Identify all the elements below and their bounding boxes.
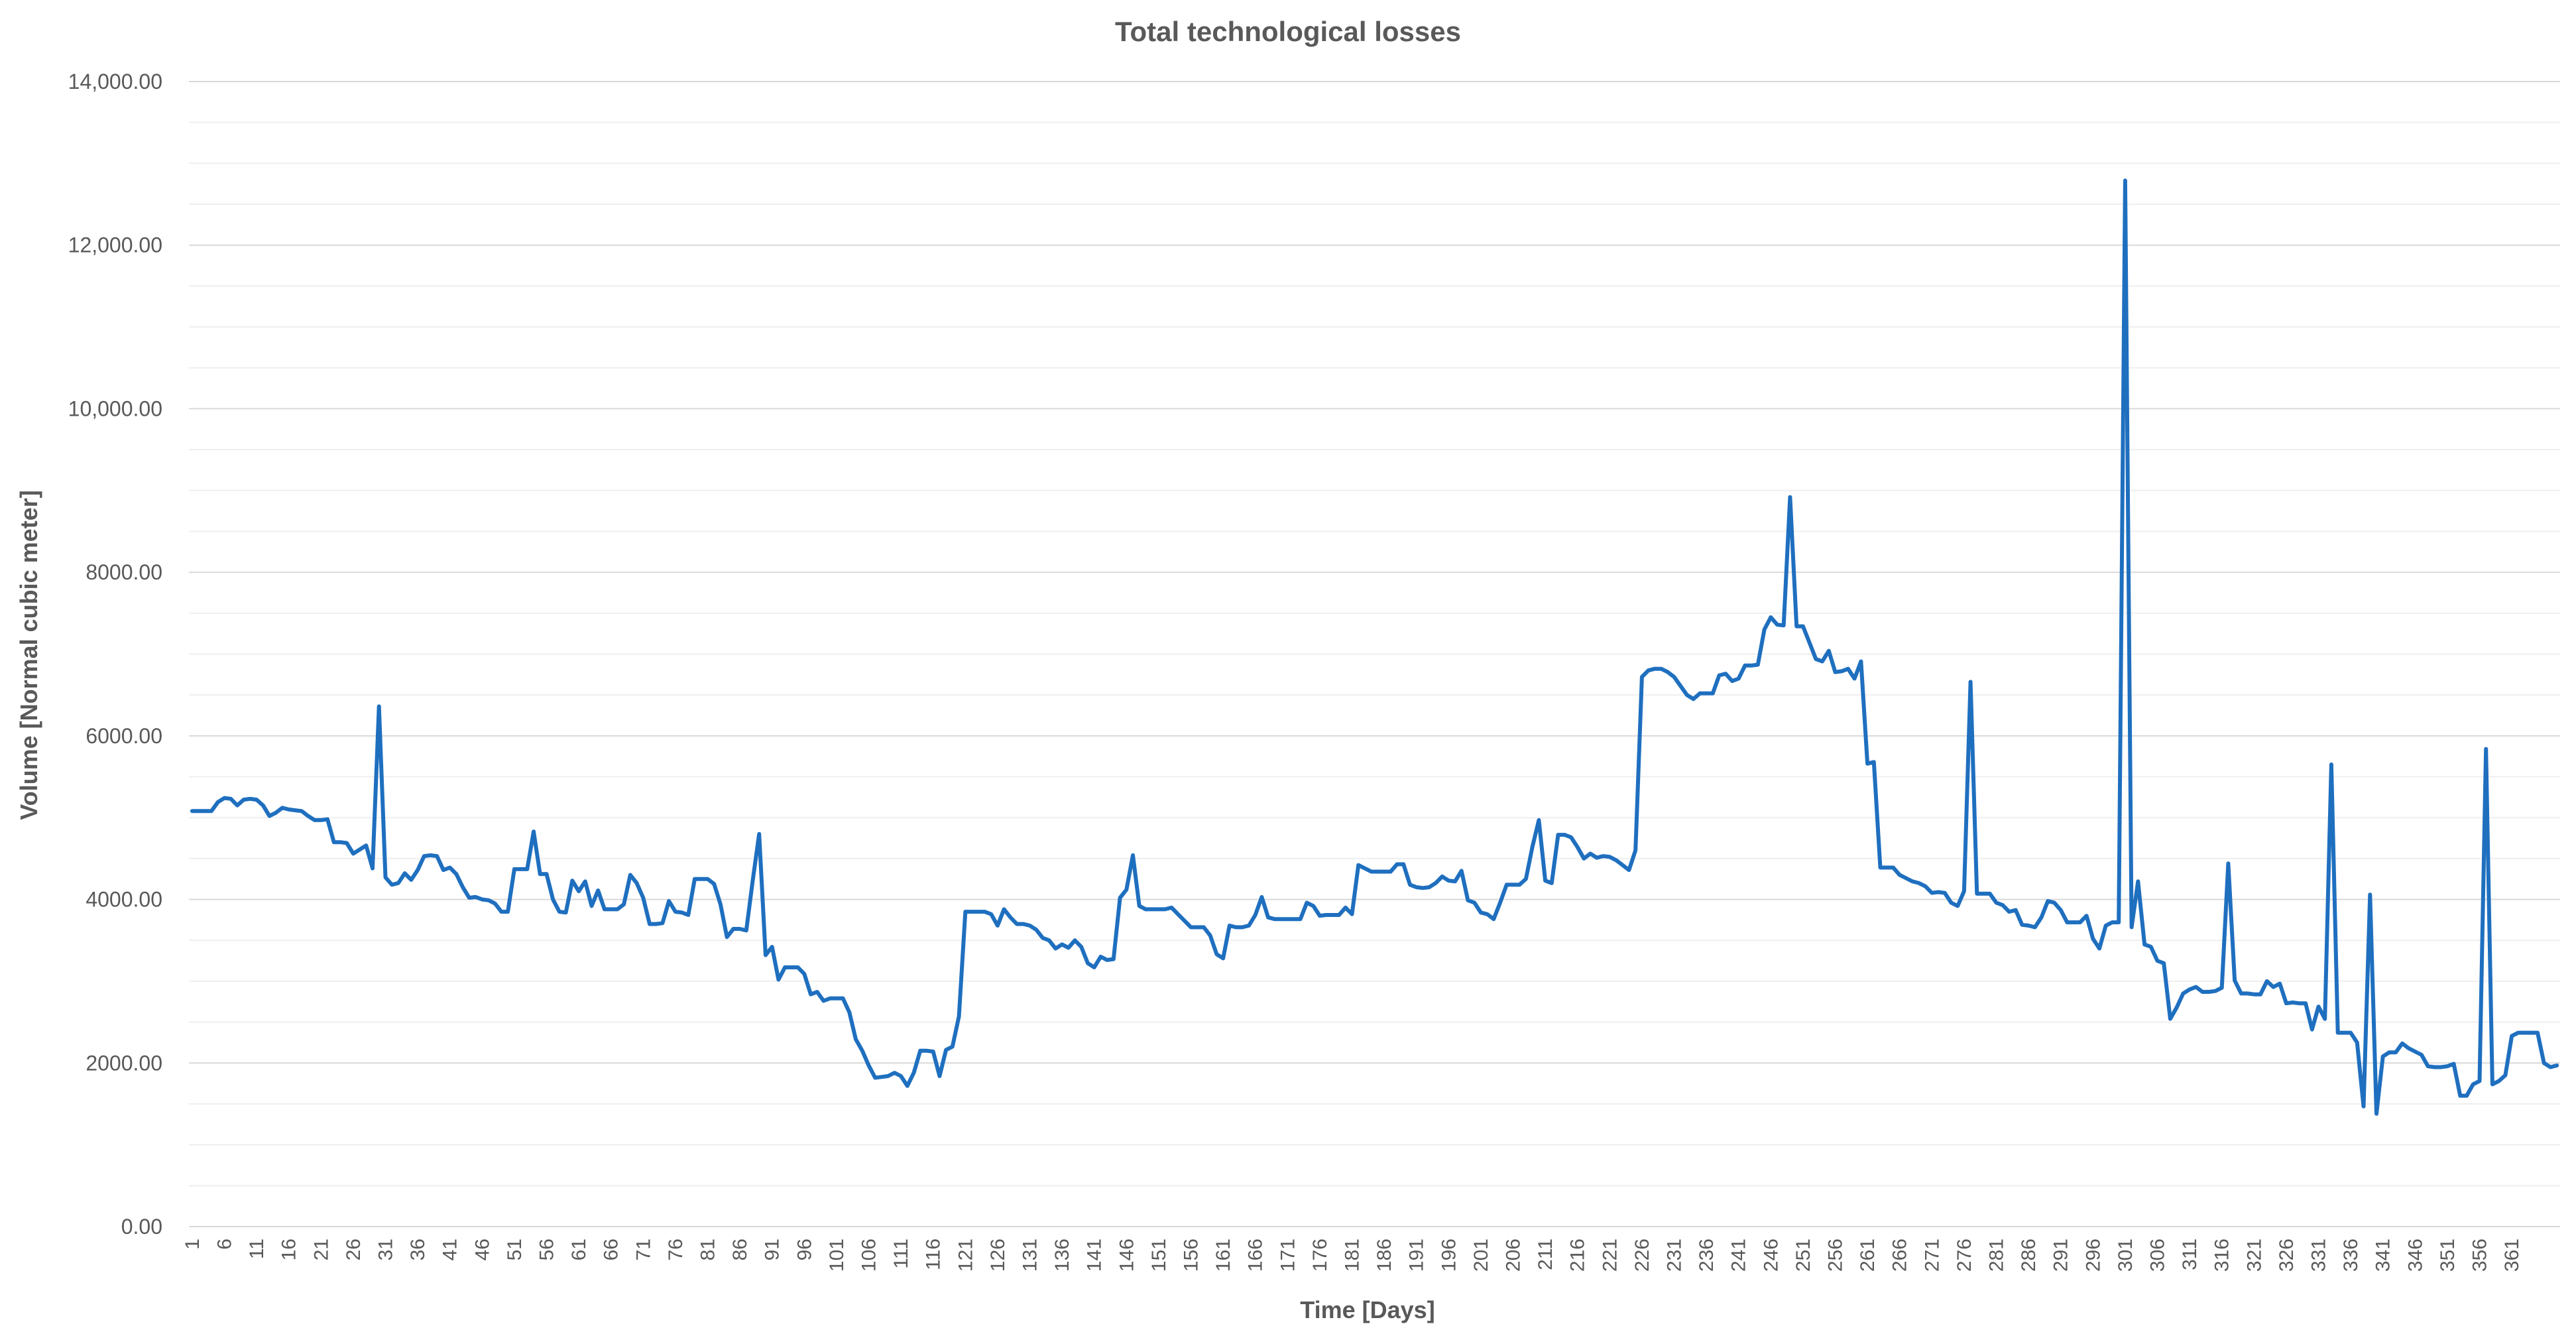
x-tick-label: 116 [923, 1239, 945, 1270]
x-tick-label: 271 [1921, 1239, 1943, 1272]
x-tick-label: 301 [2115, 1239, 2137, 1272]
y-tick-label: 14,000.00 [68, 70, 162, 93]
x-tick-label: 136 [1051, 1239, 1073, 1272]
x-tick-label: 21 [310, 1239, 332, 1260]
x-tick-label: 196 [1438, 1239, 1460, 1272]
x-tick-label: 181 [1341, 1239, 1363, 1272]
x-tick-label: 86 [729, 1239, 751, 1260]
x-tick-label: 141 [1084, 1239, 1106, 1272]
x-tick-label: 96 [793, 1239, 815, 1260]
x-tick-label: 326 [2276, 1239, 2298, 1272]
x-tick-label: 66 [601, 1239, 622, 1260]
x-tick-label: 131 [1019, 1239, 1041, 1272]
x-tick-label: 211 [1535, 1239, 1556, 1270]
x-tick-label: 341 [2372, 1239, 2394, 1272]
y-tick-label: 12,000.00 [68, 233, 162, 257]
x-tick-label: 241 [1728, 1239, 1750, 1272]
x-tick-label: 1 [182, 1239, 204, 1250]
x-tick-label: 316 [2211, 1239, 2233, 1272]
x-tick-label: 336 [2340, 1239, 2362, 1272]
y-axis-title: Volume [Normal cubic meter] [15, 490, 42, 819]
x-tick-label: 226 [1631, 1239, 1653, 1272]
x-tick-label: 311 [2179, 1239, 2201, 1270]
x-tick-label: 176 [1309, 1239, 1331, 1272]
x-tick-label: 251 [1792, 1239, 1814, 1272]
x-tick-label: 16 [278, 1239, 300, 1260]
x-tick-label: 121 [955, 1239, 976, 1272]
x-tick-label: 76 [665, 1239, 687, 1260]
x-tick-label: 321 [2243, 1239, 2265, 1272]
x-tick-label: 216 [1567, 1239, 1589, 1272]
x-tick-label: 351 [2437, 1239, 2459, 1272]
x-tick-label: 26 [343, 1239, 365, 1260]
x-tick-label: 286 [2018, 1239, 2040, 1272]
x-tick-label: 356 [2469, 1239, 2490, 1272]
x-tick-label: 281 [1985, 1239, 2007, 1272]
x-tick-label: 276 [1954, 1239, 1975, 1272]
x-tick-label: 221 [1599, 1239, 1621, 1272]
x-tick-label: 186 [1374, 1239, 1395, 1272]
y-axis-ticks: 0.00 2000.00 4000.00 6000.00 8000.00 10,000.0… [68, 70, 162, 1239]
x-tick-label: 361 [2501, 1239, 2523, 1272]
x-tick-label: 231 [1663, 1239, 1685, 1272]
plot-area [190, 178, 2559, 1116]
x-tick-label: 31 [375, 1239, 396, 1260]
x-tick-label: 246 [1760, 1239, 1782, 1272]
gridlines [189, 81, 2560, 1227]
x-tick-label: 91 [762, 1239, 784, 1260]
x-tick-label: 101 [826, 1239, 848, 1272]
x-axis-title: Time [Days] [1300, 1296, 1434, 1323]
chart-title: Total technological losses [1115, 16, 1461, 47]
x-tick-label: 61 [568, 1239, 590, 1260]
series-line [190, 178, 2559, 1116]
x-axis-ticks: 1 6 11 16 21 26 31 36 41 46 51 56 61 66 71 76 81 86 91 96 10… [182, 1239, 2523, 1272]
x-tick-label: 111 [890, 1239, 912, 1269]
x-tick-label: 346 [2404, 1239, 2426, 1272]
x-tick-label: 71 [632, 1239, 654, 1260]
x-tick-label: 296 [2082, 1239, 2104, 1272]
x-tick-label: 206 [1502, 1239, 1524, 1272]
x-tick-label: 261 [1857, 1239, 1879, 1272]
x-tick-label: 56 [536, 1239, 557, 1260]
y-tick-label: 0.00 [121, 1215, 162, 1239]
x-tick-label: 151 [1148, 1239, 1170, 1272]
x-tick-label: 6 [213, 1239, 235, 1250]
x-tick-label: 36 [407, 1239, 429, 1260]
x-tick-label: 41 [439, 1239, 461, 1260]
x-tick-label: 171 [1277, 1239, 1299, 1272]
x-tick-label: 106 [858, 1239, 880, 1272]
x-tick-label: 331 [2308, 1239, 2329, 1272]
x-tick-label: 191 [1406, 1239, 1428, 1272]
y-tick-label: 8000.00 [86, 560, 162, 584]
x-tick-label: 146 [1116, 1239, 1138, 1272]
x-tick-label: 291 [2050, 1239, 2072, 1272]
y-tick-label: 4000.00 [86, 888, 162, 912]
y-tick-label: 2000.00 [86, 1051, 162, 1075]
x-tick-label: 256 [1824, 1239, 1846, 1272]
x-tick-label: 11 [246, 1239, 268, 1259]
x-tick-label: 161 [1212, 1239, 1234, 1272]
y-tick-label: 10,000.00 [68, 396, 162, 420]
y-tick-label: 6000.00 [86, 724, 162, 748]
x-tick-label: 51 [504, 1239, 526, 1260]
x-tick-label: 236 [1696, 1239, 1718, 1272]
x-tick-label: 81 [697, 1239, 719, 1260]
x-tick-label: 156 [1180, 1239, 1202, 1272]
x-tick-label: 126 [987, 1239, 1009, 1272]
x-tick-label: 201 [1470, 1239, 1492, 1272]
x-tick-label: 166 [1245, 1239, 1267, 1272]
x-tick-label: 266 [1889, 1239, 1911, 1272]
x-tick-label: 46 [471, 1239, 493, 1260]
x-tick-label: 306 [2146, 1239, 2168, 1272]
